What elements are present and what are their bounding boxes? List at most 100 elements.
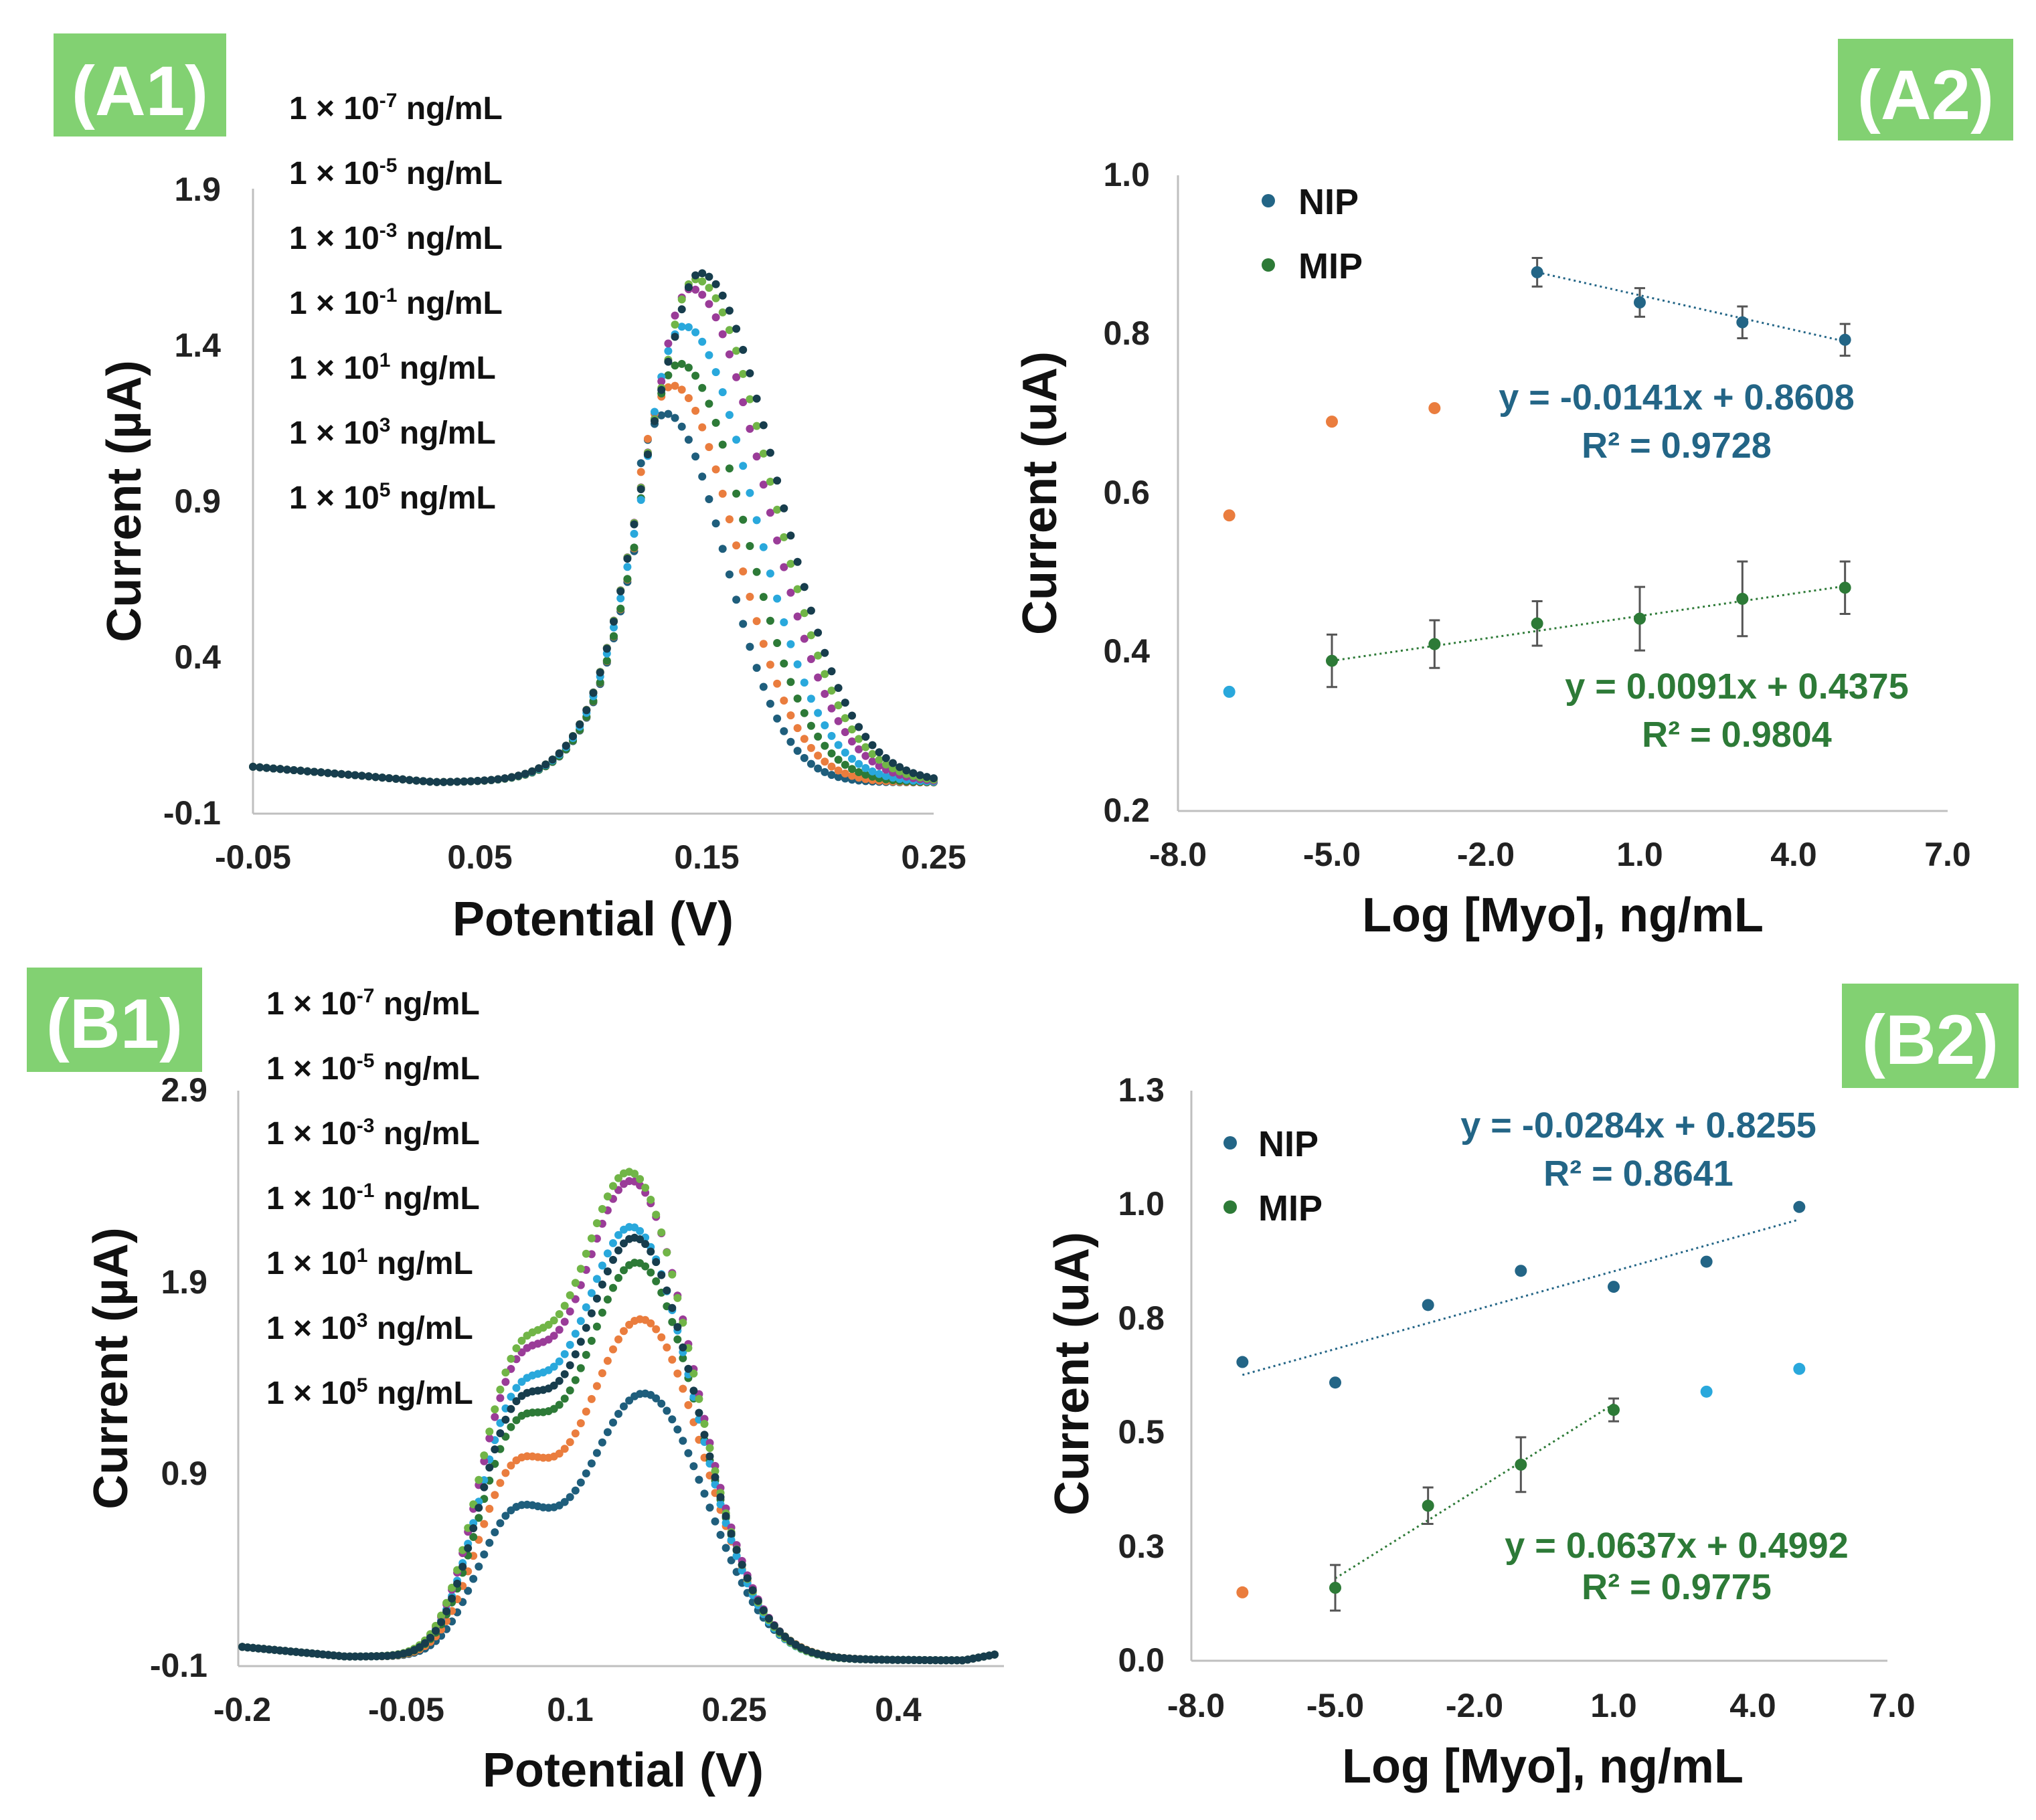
b1-data-point <box>592 1294 601 1303</box>
panel-b2-label-bg <box>1842 984 2019 1088</box>
a1-data-point <box>725 306 734 315</box>
b2-extra-point <box>1793 1362 1806 1375</box>
b1-data-point <box>512 1397 521 1406</box>
a2-mip-r2: R² = 0.9804 <box>1642 715 1832 755</box>
b1-data-point <box>614 1231 622 1239</box>
a1-data-point <box>698 277 707 286</box>
a1-data-point <box>351 771 359 780</box>
a1-data-point <box>861 733 870 741</box>
b1-data-point <box>673 1323 682 1332</box>
b1-legend-entry: 1 × 101 ng/mL <box>266 1245 473 1281</box>
b1-data-point <box>679 1437 687 1445</box>
b1-x-tick: 0.1 <box>547 1691 594 1728</box>
b1-data-point <box>475 1562 483 1571</box>
a1-data-point <box>582 706 591 715</box>
a1-data-point <box>848 711 856 720</box>
a1-data-point <box>773 505 782 514</box>
a1-data-point <box>793 612 802 621</box>
b1-data-point <box>711 1473 719 1481</box>
a1-data-point <box>780 659 788 668</box>
b1-data-point <box>571 1330 580 1338</box>
a1-data-point <box>746 592 754 601</box>
a1-data-point <box>848 765 856 774</box>
a1-data-point <box>725 326 734 335</box>
a1-data-point <box>759 593 768 602</box>
a1-data-point <box>746 424 754 433</box>
a1-data-point <box>807 721 815 730</box>
a1-data-point <box>637 496 645 505</box>
b1-data-point <box>700 1420 709 1428</box>
a1-data-point <box>834 766 843 775</box>
a1-data-point <box>705 351 713 359</box>
a1-data-point <box>684 394 693 402</box>
a1-data-point <box>752 617 761 626</box>
b2-y-tick: 0.8 <box>1118 1299 1165 1337</box>
a2-nip-point <box>1531 266 1543 278</box>
a1-data-point <box>814 651 823 660</box>
b1-legend-entry: 1 × 10-7 ng/mL <box>266 985 480 1022</box>
b1-data-point <box>560 1350 569 1358</box>
a1-data-point <box>398 775 407 784</box>
b1-data-point <box>480 1457 489 1465</box>
b1-data-point <box>464 1544 473 1552</box>
a1-data-point <box>473 777 482 785</box>
b1-data-point <box>485 1427 494 1436</box>
b2-nip-point <box>1700 1255 1713 1268</box>
b2-legend-nip-marker <box>1223 1136 1237 1150</box>
a1-data-point <box>657 377 666 385</box>
b1-data-point <box>592 1322 601 1331</box>
b2-y-tick: 0.5 <box>1118 1413 1165 1451</box>
a1-data-point <box>651 407 659 416</box>
a1-data-point <box>786 678 795 687</box>
b1-data-point <box>657 1399 666 1408</box>
a1-data-point <box>664 410 673 418</box>
a1-data-point <box>718 330 727 339</box>
b1-data-point <box>555 1326 564 1334</box>
b1-data-point <box>485 1504 494 1513</box>
a1-data-point <box>752 567 761 576</box>
b1-data-point <box>576 1265 585 1273</box>
a1-data-point <box>855 745 863 753</box>
a1-data-point <box>930 774 938 783</box>
b1-data-point <box>673 1425 682 1434</box>
b2-x-tick: 4.0 <box>1729 1687 1776 1724</box>
a1-data-point <box>752 516 761 525</box>
a1-data-point <box>821 767 829 776</box>
a1-data-point <box>827 687 836 695</box>
b1-data-point <box>780 1633 789 1641</box>
a1-legend-entry: 1 × 10-3 ng/mL <box>289 219 503 256</box>
a1-data-point <box>610 618 618 626</box>
b1-x-tick: 0.4 <box>875 1691 922 1728</box>
a1-data-point <box>855 735 863 743</box>
a1-data-point <box>664 357 673 366</box>
a1-data-point <box>827 749 836 757</box>
a1-data-point <box>909 769 918 778</box>
a1-data-point <box>725 515 734 524</box>
b1-data-point <box>560 1445 569 1453</box>
b1-data-point <box>679 1384 687 1393</box>
a1-data-point <box>691 452 700 461</box>
a1-data-point <box>698 269 707 278</box>
b1-data-point <box>673 1293 682 1302</box>
a1-data-point <box>821 757 829 766</box>
a1-data-point <box>800 678 809 687</box>
a1-data-point <box>637 485 645 494</box>
b1-data-point <box>587 1289 596 1297</box>
a1-data-point <box>439 778 448 786</box>
a1-data-point <box>616 604 625 613</box>
a2-x-tick: 7.0 <box>1924 836 1971 873</box>
b2-y-tick: 1.3 <box>1118 1071 1165 1109</box>
a1-data-point <box>711 294 720 302</box>
b1-data-point <box>679 1354 687 1362</box>
a1-data-point <box>385 774 394 782</box>
b1-data-point <box>571 1279 580 1287</box>
b2-extra-point <box>1236 1586 1249 1599</box>
b1-data-point <box>668 1415 677 1424</box>
b2-mip-r2: R² = 0.9775 <box>1582 1567 1772 1607</box>
a1-data-point <box>773 536 782 545</box>
a2-nip-point <box>1736 316 1749 329</box>
a1-y-tick: 0.9 <box>174 482 221 520</box>
b1-y-tick: 2.9 <box>161 1071 207 1109</box>
b1-data-point <box>652 1210 661 1219</box>
b1-data-point <box>738 1560 746 1569</box>
